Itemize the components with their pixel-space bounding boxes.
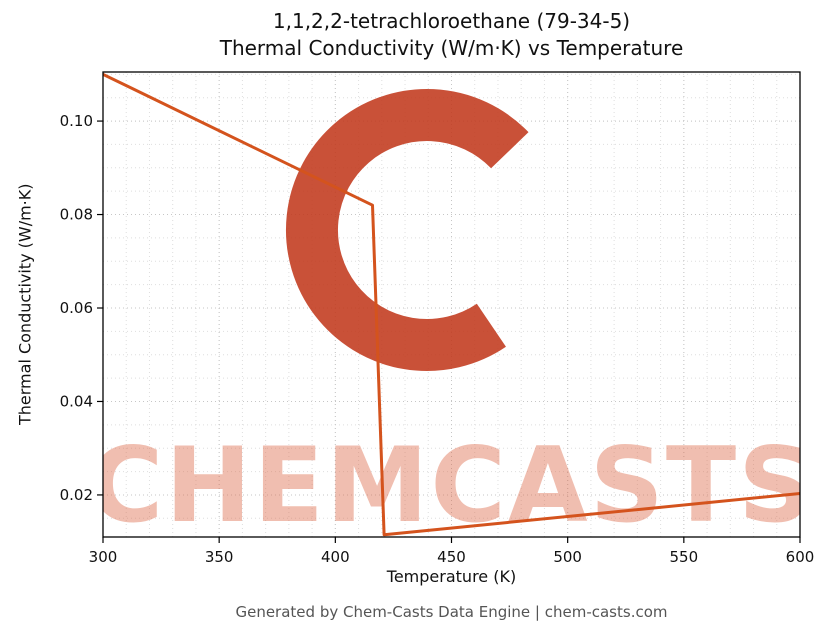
y-tick-label: 0.10: [60, 112, 93, 130]
x-tick-label: 500: [553, 548, 582, 566]
y-tick-label: 0.02: [60, 486, 93, 504]
grid-layer: [102, 72, 801, 537]
x-tick-label: 350: [205, 548, 234, 566]
data-line-series: [103, 72, 800, 537]
y-axis-label: Thermal Conductivity (W/m·K): [15, 183, 35, 426]
y-tick-label: 0.04: [60, 392, 93, 410]
x-tick-label: 550: [670, 548, 699, 566]
chart-title-line1: 1,1,2,2-tetrachloroethane (79-34-5): [272, 9, 631, 33]
chemcasts-logo-watermark: [285, 89, 529, 371]
x-tick-label: 450: [437, 548, 466, 566]
chart-title: 1,1,2,2-tetrachloroethane (79-34-5) Ther…: [103, 8, 800, 62]
x-tick-label: 300: [89, 548, 118, 566]
footer-credit: Generated by Chem-Casts Data Engine | ch…: [235, 603, 668, 621]
chart-title-line2: Thermal Conductivity (W/m·K) vs Temperat…: [219, 36, 684, 60]
chemcasts-text-watermark: CHEMCASTS: [88, 426, 815, 546]
y-tick-label: 0.06: [60, 299, 93, 317]
x-axis-label: Temperature (K): [386, 567, 517, 586]
ticks-layer: 300 350 400 450 500 550 600 0.02 0.04 0.06 0.08 0.1…: [60, 112, 815, 566]
x-tick-label: 600: [786, 548, 815, 566]
y-tick-label: 0.08: [60, 206, 93, 224]
x-tick-label: 400: [321, 548, 350, 566]
